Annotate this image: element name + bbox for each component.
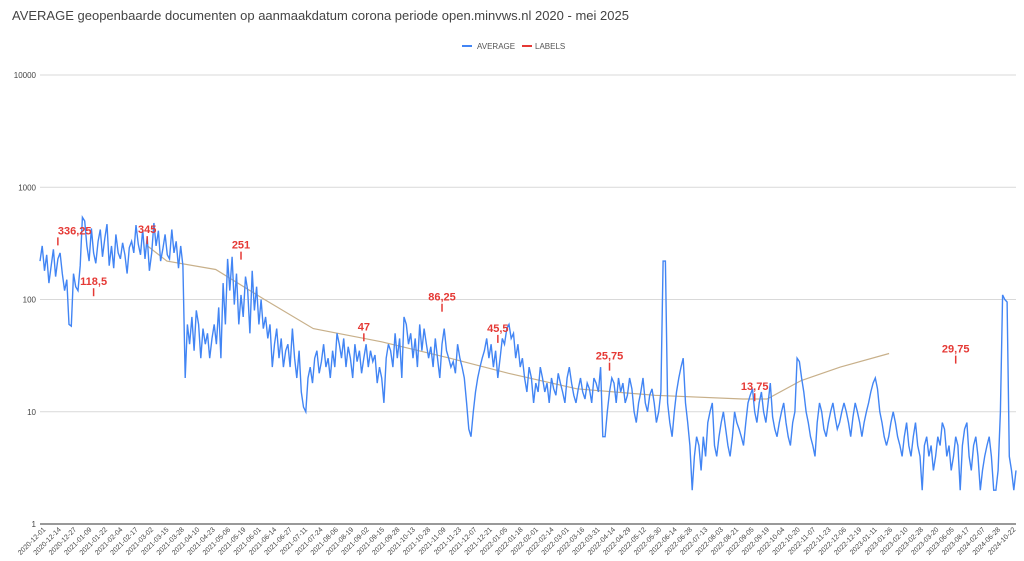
data-label: 336,25 [58,225,92,237]
legend-labels-swatch [522,45,532,47]
chart-title: AVERAGE geopenbaarde documenten op aanma… [12,8,629,23]
trend-line [147,245,890,400]
legend-average-swatch [462,45,472,47]
data-label: 251 [232,240,250,252]
y-tick-label: 1000 [18,183,36,192]
y-tick-label: 100 [23,296,37,305]
y-tick-label: 1 [32,520,37,529]
legend: AVERAGE LABELS [462,42,565,51]
average-series-line [39,215,1017,491]
y-tick-label: 10 [27,408,36,417]
x-axis-ticks: 2020-12-012020-12-142020-12-272021-01-09… [17,526,1017,556]
data-label: 45,5 [487,323,508,335]
data-label: 118,5 [80,276,107,288]
legend-average-label: AVERAGE [477,42,515,51]
y-tick-label: 10000 [14,71,37,80]
data-label: 86,25 [428,292,456,304]
data-label: 25,75 [596,351,624,363]
data-labels: 336,25 345 118,5 251 47 86,25 45,5 25,75 13,75 29… [57,224,970,402]
data-label: 29,75 [942,344,970,356]
legend-labels-label: LABELS [535,42,565,51]
data-label: 47 [358,321,370,333]
gridlines [40,74,1016,525]
data-label: 345 [138,224,156,236]
y-axis-ticks: 1 10 100 1000 10000 [14,71,37,529]
data-label: 13,75 [741,381,769,393]
